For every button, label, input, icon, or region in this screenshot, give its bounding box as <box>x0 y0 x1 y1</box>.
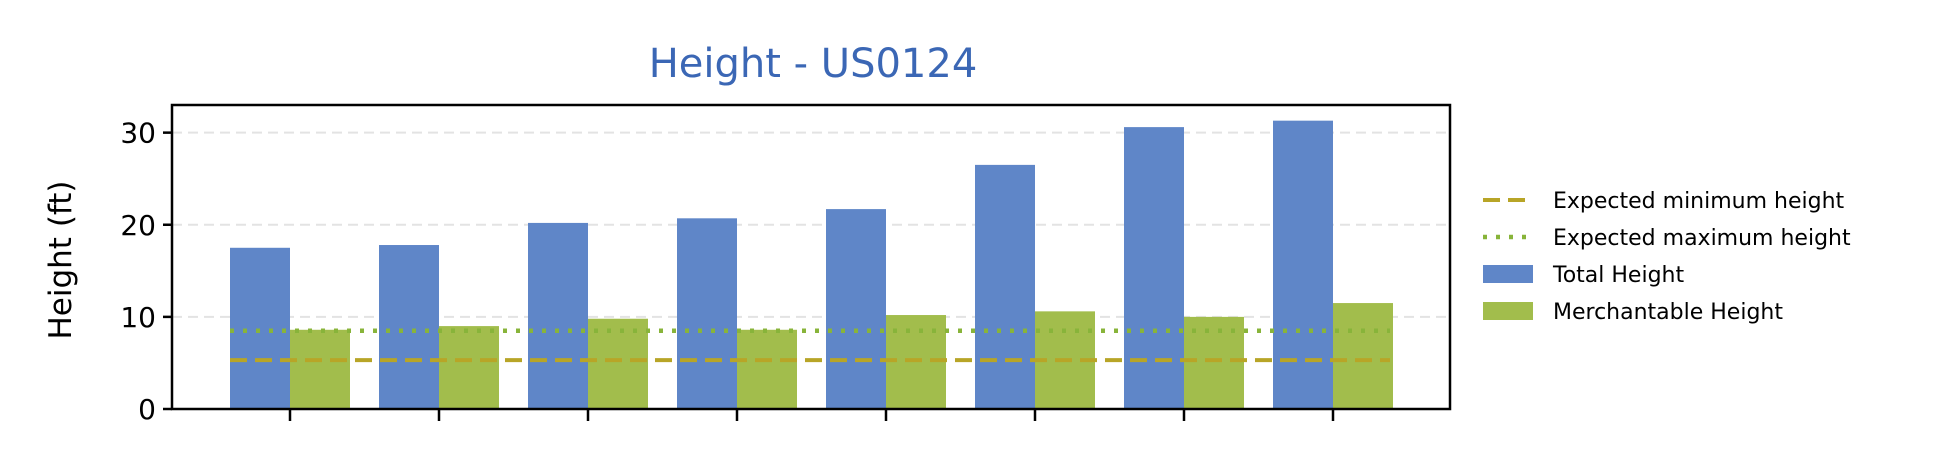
y-tick-label: 20 <box>120 209 156 242</box>
bar-total-height <box>826 209 886 409</box>
bar-total-height <box>975 164 1035 409</box>
bar-total-height <box>379 245 439 409</box>
legend-label: Merchantable Height <box>1553 300 1783 325</box>
axes: 0 10 20 30 <box>120 103 1452 426</box>
bar-merchantable-height <box>737 329 797 409</box>
plot-frame <box>170 103 1452 411</box>
chart-title: Height - US0124 <box>649 41 978 87</box>
y-tick-label: 10 <box>120 301 156 334</box>
y-axis-label: Height (ft) <box>43 180 79 339</box>
y-tick-label: 0 <box>138 393 156 426</box>
reference-lines <box>230 328 1390 363</box>
y-tick-label: 30 <box>120 117 156 150</box>
bars <box>230 120 1393 409</box>
bar-total-height <box>677 218 737 409</box>
bar-merchantable-height <box>290 329 350 409</box>
legend-label: Total Height <box>1552 263 1684 288</box>
legend-total-swatch <box>1483 265 1533 283</box>
legend-label: Expected maximum height <box>1553 226 1851 251</box>
bar-merchantable-height <box>439 326 499 409</box>
bar-total-height <box>528 222 588 409</box>
bar-merchantable-height <box>588 318 648 409</box>
legend-label: Expected minimum height <box>1553 189 1845 214</box>
bar-total-height <box>1273 120 1333 409</box>
bar-merchantable-height <box>1333 303 1393 409</box>
grid-lines <box>172 131 1450 318</box>
bar-total-height <box>230 247 290 409</box>
bar-total-height <box>1124 127 1184 409</box>
legend: Expected minimum height Expected maximum … <box>1483 189 1851 325</box>
legend-merchantable-swatch <box>1483 302 1533 320</box>
